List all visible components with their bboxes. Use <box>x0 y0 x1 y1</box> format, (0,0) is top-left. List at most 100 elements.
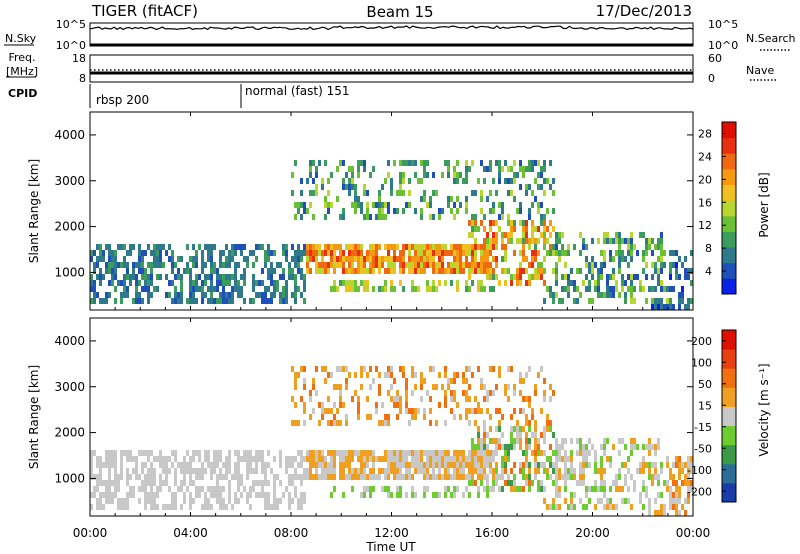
heatmap-cell <box>561 474 564 480</box>
heatmap-cell <box>489 426 492 432</box>
heatmap-cell <box>99 492 102 498</box>
heatmap-cell <box>303 402 306 408</box>
heatmap-cell <box>393 378 396 384</box>
heatmap-cell <box>543 190 546 196</box>
heatmap-cell <box>183 456 186 462</box>
heatmap-cell <box>153 244 156 250</box>
heatmap-cell <box>411 280 414 286</box>
heatmap-cell <box>285 244 288 250</box>
heatmap-cell <box>132 486 135 492</box>
heatmap-cell <box>603 438 606 444</box>
heatmap-cell <box>579 444 582 450</box>
heatmap-cell <box>438 280 441 286</box>
heatmap-cell <box>237 262 240 268</box>
heatmap-cell <box>147 280 150 286</box>
heatmap-cell <box>339 450 342 456</box>
heatmap-cell <box>660 238 663 244</box>
heatmap-cell <box>453 486 456 492</box>
heatmap-cell <box>447 384 450 390</box>
heatmap-cell <box>387 414 390 420</box>
heatmap-cell <box>483 244 486 250</box>
heatmap-cell <box>483 178 486 184</box>
heatmap-cell <box>258 244 261 250</box>
heatmap-cell <box>432 492 435 498</box>
heatmap-cell <box>528 366 531 372</box>
heatmap-cell <box>453 456 456 462</box>
heatmap-cell <box>210 504 213 510</box>
heatmap-cell <box>297 420 300 426</box>
heatmap-cell <box>516 268 519 274</box>
heatmap-cell <box>507 396 510 402</box>
heatmap-cell <box>189 298 192 304</box>
heatmap-cell <box>555 438 558 444</box>
heatmap-cell <box>444 366 447 372</box>
heatmap-cell <box>342 462 345 468</box>
heatmap-cell <box>603 468 606 474</box>
heatmap-cell <box>480 444 483 450</box>
heatmap-cell <box>417 450 420 456</box>
heatmap-cell <box>465 196 468 202</box>
heatmap-cell <box>453 256 456 262</box>
heatmap-cell <box>456 256 459 262</box>
heatmap-cell <box>462 372 465 378</box>
heatmap-cell <box>393 250 396 256</box>
heatmap-cell <box>423 486 426 492</box>
heatmap-cell <box>216 480 219 486</box>
heatmap-cell <box>150 262 153 268</box>
heatmap-cell <box>519 208 522 214</box>
heatmap-cell <box>96 462 99 468</box>
heatmap-cell <box>453 492 456 498</box>
heatmap-cell <box>600 486 603 492</box>
heatmap-cell <box>393 208 396 214</box>
heatmap-cell <box>429 250 432 256</box>
heatmap-cell <box>222 262 225 268</box>
cpid-strip: CPID rbsp 200 normal (fast) 151 <box>8 84 349 108</box>
heatmap-cell <box>357 196 360 202</box>
y-tick-label: 1000 <box>54 471 85 485</box>
heatmap-cell <box>228 462 231 468</box>
heatmap-cell <box>216 486 219 492</box>
heatmap-cell <box>444 390 447 396</box>
heatmap-cell <box>129 450 132 456</box>
heatmap-cell <box>306 262 309 268</box>
heatmap-cell <box>456 268 459 274</box>
heatmap-cell <box>381 256 384 262</box>
heatmap-cell <box>654 286 657 292</box>
heatmap-cell <box>486 432 489 438</box>
heatmap-cell <box>642 504 645 510</box>
heatmap-cell <box>408 462 411 468</box>
heatmap-cell <box>447 468 450 474</box>
heatmap-cell <box>291 462 294 468</box>
heatmap-cell <box>618 474 621 480</box>
heatmap-cell <box>579 468 582 474</box>
heatmap-cell <box>312 160 315 166</box>
heatmap-cell <box>570 450 573 456</box>
heatmap-cell <box>129 244 132 250</box>
heatmap-cell <box>351 202 354 208</box>
heatmap-cell <box>444 474 447 480</box>
heatmap-cell <box>489 226 492 232</box>
heatmap-cell <box>327 420 330 426</box>
heatmap-cell <box>456 196 459 202</box>
y-tick-label: 1000 <box>54 265 85 279</box>
heatmap-cell <box>465 414 468 420</box>
heatmap-cell <box>522 250 525 256</box>
heatmap-cell <box>444 450 447 456</box>
heatmap-cell <box>189 274 192 280</box>
heatmap-cell <box>555 468 558 474</box>
heatmap-cell <box>351 244 354 250</box>
heatmap-cell <box>348 166 351 172</box>
heatmap-cell <box>291 420 294 426</box>
heatmap-cell <box>114 268 117 274</box>
heatmap-cell <box>468 268 471 274</box>
heatmap-cell <box>375 474 378 480</box>
heatmap-cell <box>264 292 267 298</box>
heatmap-cell <box>660 504 663 510</box>
heatmap-cell <box>90 286 93 292</box>
heatmap-cell <box>372 450 375 456</box>
heatmap-cell <box>468 286 471 292</box>
heatmap-cell <box>204 280 207 286</box>
heatmap-cell <box>363 456 366 462</box>
heatmap-cell <box>135 292 138 298</box>
heatmap-cell <box>411 372 414 378</box>
